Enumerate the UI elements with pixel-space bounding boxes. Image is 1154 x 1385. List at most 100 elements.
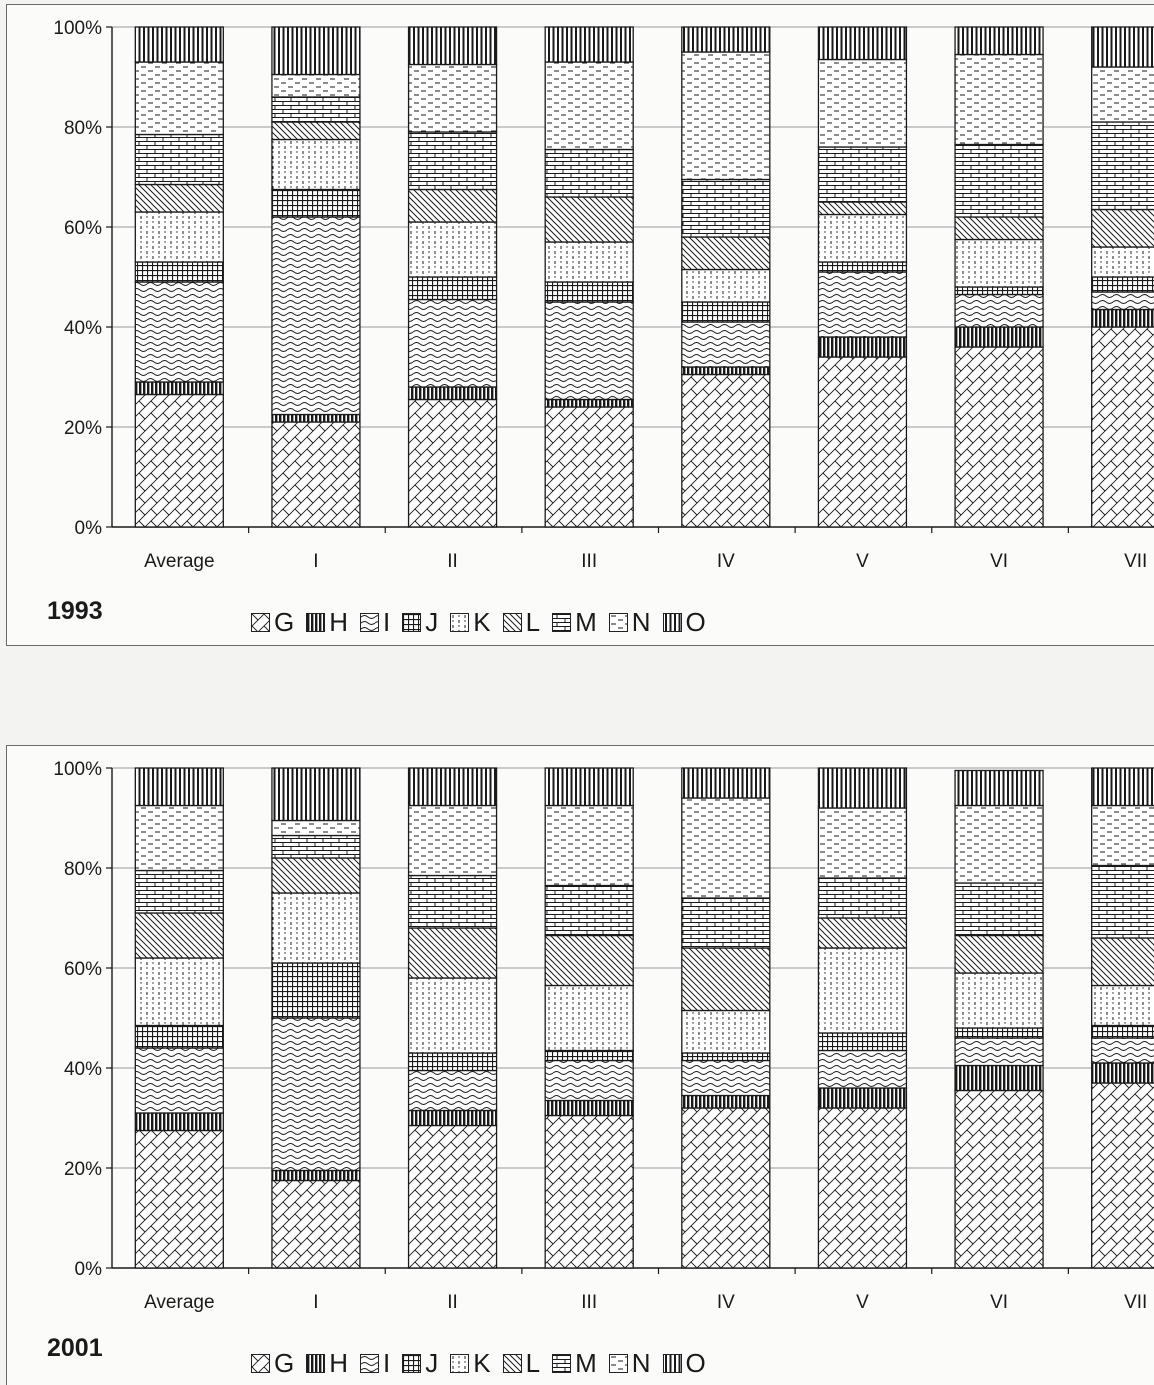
bar-segment-M-I	[271, 96, 361, 123]
bar-segment-G-VII	[1091, 1082, 1154, 1269]
bar-segment-L-VI	[954, 934, 1044, 974]
bar-segment-M-I	[271, 834, 361, 859]
chart-panel-1993: 0% 20% 40% 60% 80% 100% Average I II III IV V VI VII …	[6, 4, 1154, 646]
legend-item-O: O	[662, 607, 706, 638]
bar-segment-O-Average	[134, 26, 224, 63]
legend-label: J	[425, 1348, 439, 1378]
legend-label: O	[685, 1348, 706, 1378]
bar-segment-M-III	[544, 884, 634, 937]
legend-item-K: K	[450, 607, 491, 638]
bar-segment-M-IV	[681, 178, 771, 238]
plot-area: 0%20%40%60%80%100%Average I II III IV V VI VII	[53, 759, 1154, 1313]
x-tick-label: IV	[717, 551, 735, 572]
bar-segment-J-VII	[1091, 276, 1154, 293]
bar-segment-L-I	[271, 857, 361, 894]
diagonal-crosshatch-pattern	[251, 1354, 270, 1373]
legend-item-N: N	[608, 607, 651, 638]
bar-segment-H-IV	[681, 366, 771, 376]
legend-item-M: M	[552, 607, 597, 638]
bar-segment-L-V	[817, 201, 908, 216]
bar-segment-M-V	[817, 877, 908, 919]
bar-segment-N-III	[544, 804, 634, 887]
bar-segment-L-VII	[1091, 208, 1154, 248]
bar-segment-K-III	[544, 984, 634, 1052]
bar-segment-G-Average	[134, 393, 224, 528]
bar-segment-I-V	[817, 271, 908, 338]
legend-label: I	[383, 607, 391, 637]
legend-label: H	[329, 1348, 349, 1378]
bar-segment-O-V	[817, 26, 908, 61]
bar-segment-J-I	[271, 962, 361, 1019]
y-tick-label: 60%	[64, 959, 102, 980]
bar-segment-O-VII	[1091, 26, 1154, 68]
bar-segment-K-II	[407, 977, 498, 1054]
stacked-bar-chart-2001: 0%20%40%60%80%100%Average I II III IV V VI VII	[53, 759, 1154, 1313]
bar-segment-H-III	[544, 1099, 634, 1117]
bar-segment-H-Average	[134, 381, 224, 396]
bar-segment-I-V	[817, 1049, 908, 1089]
bar-segment-N-VII	[1091, 66, 1154, 123]
chart-legend: G H I J K L M N O	[251, 607, 718, 638]
bar-segment-K-VI	[954, 972, 1044, 1029]
bar-segment-J-VII	[1091, 1024, 1154, 1039]
bar-segment-N-V	[817, 807, 908, 879]
bar-segment-G-IV	[681, 373, 771, 528]
bar-segment-G-IV	[681, 1107, 771, 1269]
legend-item-M: M	[552, 1348, 597, 1379]
x-tick-label: VII	[1124, 551, 1147, 572]
bar-segment-H-VII	[1091, 308, 1154, 328]
y-tick-label: 100%	[53, 18, 102, 39]
bar-segment-O-II	[407, 767, 498, 807]
bar-segment-I-Average	[134, 281, 224, 383]
legend-item-N: N	[608, 1348, 651, 1379]
bar-segment-N-IV	[681, 51, 771, 181]
x-tick-label: I	[313, 1292, 318, 1313]
bar-segment-M-VII	[1091, 121, 1154, 211]
bar-segment-N-III	[544, 61, 634, 151]
chart-title: 1993	[47, 597, 103, 625]
y-tick-label: 20%	[64, 418, 102, 439]
x-tick-label: I	[313, 551, 318, 572]
bar-segment-L-III	[544, 196, 634, 243]
bar-segment-G-VI	[954, 1089, 1044, 1269]
bar-segment-O-IV	[681, 767, 771, 799]
x-tick-label: VI	[990, 1292, 1008, 1313]
x-tick-label: III	[581, 551, 597, 572]
bar-segment-G-II	[407, 1124, 498, 1269]
y-tick-label: 100%	[53, 759, 102, 780]
legend-label: N	[631, 607, 651, 637]
bar-segment-L-VII	[1091, 937, 1154, 987]
bar-segment-L-Average	[134, 912, 224, 959]
bar-segment-I-IV	[681, 1059, 771, 1097]
bar-segment-M-II	[407, 131, 498, 191]
x-tick-label: VI	[990, 551, 1008, 572]
bar-segment-J-V	[817, 261, 908, 273]
legend-item-L: L	[502, 1348, 540, 1379]
bar-segment-L-I	[271, 121, 361, 141]
bar-segment-N-VII	[1091, 804, 1154, 867]
bar-segment-J-II	[407, 1052, 498, 1072]
grid-pattern	[402, 1354, 422, 1373]
diagonal-crosshatch-pattern	[251, 613, 270, 632]
bar-segment-N-II	[407, 63, 498, 133]
legend-label: N	[631, 1348, 651, 1378]
bar-segment-O-IV	[681, 26, 771, 53]
bar-segment-J-IV	[681, 1052, 771, 1062]
legend-label: J	[425, 607, 439, 637]
bar-segment-L-III	[544, 934, 634, 987]
diagonal-lines-pattern	[502, 613, 522, 632]
diagonal-lines-pattern	[502, 1354, 522, 1373]
legend-label: I	[383, 1348, 391, 1378]
bar-segment-O-Average	[134, 767, 224, 807]
wave-pattern	[360, 1354, 380, 1373]
bar-segment-I-III	[544, 301, 634, 401]
bar-segment-G-V	[817, 1107, 908, 1269]
bar-segment-H-VI	[954, 326, 1044, 348]
bar-segment-G-I	[271, 1179, 361, 1269]
bar-segment-L-V	[817, 917, 908, 949]
bar-segment-O-V	[817, 767, 908, 809]
bar-segment-L-II	[407, 188, 498, 223]
bar-segment-H-VI	[954, 1064, 1044, 1092]
y-tick-label: 0%	[75, 1259, 103, 1280]
bar-segment-K-IV	[681, 1009, 771, 1054]
